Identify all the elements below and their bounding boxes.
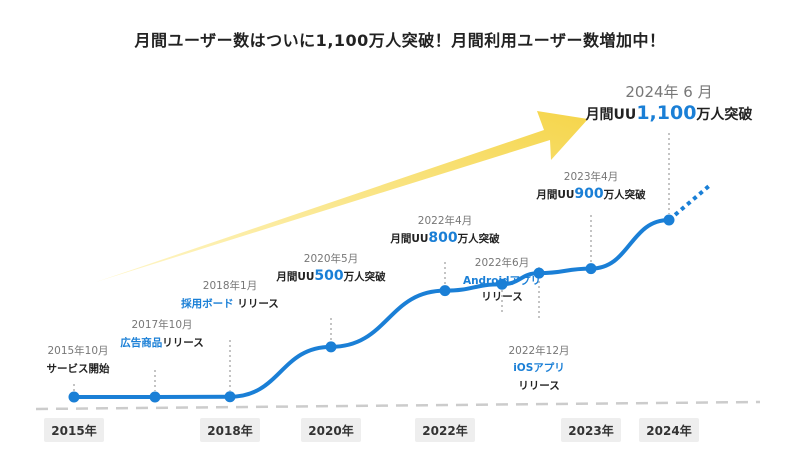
- milestone-date: 2024年 6 月: [625, 83, 712, 101]
- milestone-text: リリース: [518, 380, 559, 392]
- svg-text:2020年: 2020年: [308, 423, 353, 438]
- data-point: [663, 214, 675, 226]
- baseline-dashed: [35, 400, 761, 411]
- milestone-date: 2017年10月: [131, 318, 192, 331]
- x-tick-label: 2020年: [301, 418, 361, 442]
- milestone-text: 採用ボード リリース: [181, 297, 279, 310]
- milestone-text: 月間UU900万人突破: [535, 186, 646, 202]
- milestone-date: 2020年5月: [304, 252, 358, 265]
- svg-text:2023年: 2023年: [568, 423, 613, 438]
- milestone-text: 広告商品リリース: [120, 336, 203, 349]
- data-points: [68, 214, 675, 403]
- svg-text:2018年: 2018年: [207, 423, 252, 438]
- chart-title: 月間ユーザー数はついに1,100万人突破！月間利用ユーザー数増加中！: [134, 31, 666, 50]
- x-tick-label: 2018年: [200, 418, 260, 442]
- milestone-date: 2018年1月: [203, 279, 257, 292]
- data-point: [68, 391, 80, 403]
- data-point: [439, 285, 451, 297]
- data-point: [496, 278, 508, 290]
- data-point: [224, 391, 236, 403]
- data-point: [325, 341, 337, 353]
- milestone-date: 2022年6月: [475, 256, 529, 269]
- milestone-text: サービス開始: [47, 362, 110, 375]
- data-point: [149, 391, 161, 403]
- milestone-text: リリース: [481, 291, 522, 303]
- growth-line-path: [72, 218, 671, 399]
- milestone-text: 月間UU500万人突破: [275, 268, 386, 284]
- baseline: [35, 400, 761, 411]
- data-point: [585, 263, 597, 275]
- x-tick-label: 2015年: [44, 418, 104, 442]
- milestone-text: 月間UU1,100万人突破: [585, 102, 753, 124]
- svg-text:2015年: 2015年: [51, 423, 96, 438]
- milestone-date: 2015年10月: [47, 344, 108, 357]
- x-tick-label: 2024年: [639, 418, 699, 442]
- milestone-date: 2022年4月: [418, 214, 472, 227]
- x-tick-label: 2022年: [415, 418, 475, 442]
- x-axis: 2015年 2018年 2020年 2022年 2023年 2024年: [44, 418, 699, 442]
- milestone-text: Androidアプリ: [463, 274, 541, 287]
- growth-line-projection: [667, 184, 711, 222]
- growth-line: [72, 184, 711, 399]
- milestone-text: iOSアプリ: [513, 361, 565, 374]
- svg-text:2022年: 2022年: [422, 423, 467, 438]
- milestone-text: 月間UU800万人突破: [389, 230, 500, 246]
- milestone-date: 2022年12月: [508, 344, 569, 357]
- x-tick-label: 2023年: [561, 418, 621, 442]
- milestone-date: 2023年4月: [564, 170, 618, 183]
- connectors: [73, 133, 670, 391]
- data-point: [533, 267, 545, 279]
- svg-text:2024年: 2024年: [646, 423, 691, 438]
